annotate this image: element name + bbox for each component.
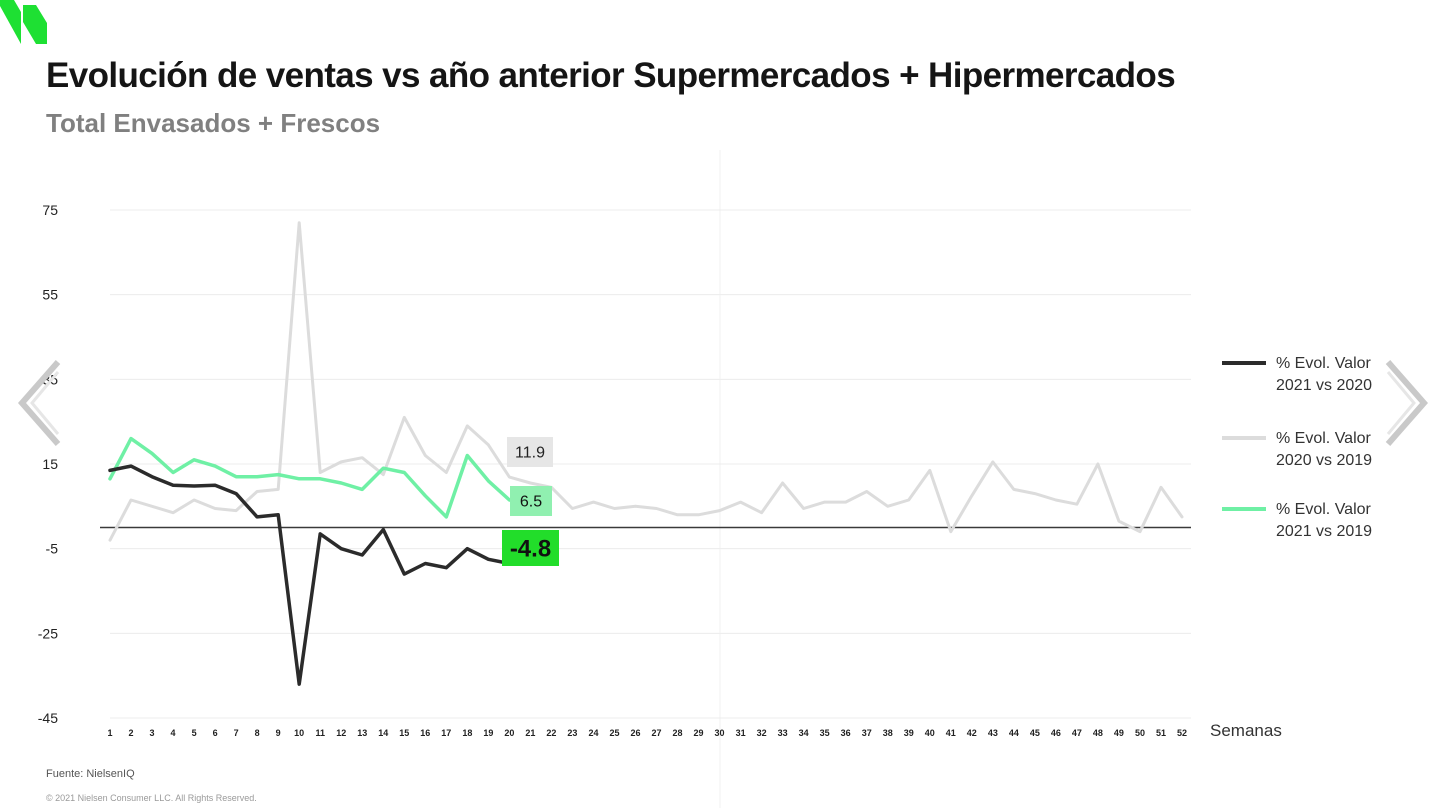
- page-title: Evolución de ventas vs año anterior Supe…: [46, 56, 1176, 95]
- x-tick-label: 45: [1030, 728, 1040, 738]
- x-tick-label: 29: [694, 728, 704, 738]
- series-line-3: [108, 436, 512, 519]
- x-tick-label: 21: [525, 728, 535, 738]
- x-tick-label: 41: [946, 728, 956, 738]
- x-tick-label: 17: [441, 728, 451, 738]
- x-tick-label: 27: [652, 728, 662, 738]
- x-tick-label: 7: [234, 728, 239, 738]
- y-tick-label: 75: [42, 202, 58, 218]
- y-tick-label: -45: [38, 710, 58, 726]
- brand-logo-icon: [0, 0, 47, 44]
- x-tick-label: 1: [107, 728, 112, 738]
- legend-label: % Evol. Valor 2021 vs 2019: [1276, 501, 1372, 540]
- y-tick-label: 15: [42, 456, 58, 472]
- x-tick-label: 36: [841, 728, 851, 738]
- x-tick-label: 30: [715, 728, 725, 738]
- data-label-box: [510, 486, 552, 516]
- chart-data-labels: 11.9 6.5 -4.8: [502, 437, 559, 566]
- x-tick-label: 15: [399, 728, 409, 738]
- data-label-box: [502, 530, 559, 566]
- x-tick-label: 40: [925, 728, 935, 738]
- legend-label: % Evol. Valor 2020 vs 2019: [1276, 430, 1372, 469]
- x-tick-label: 35: [820, 728, 830, 738]
- legend-label: % Evol. Valor 2021 vs 2020: [1276, 355, 1372, 394]
- x-tick-label: 6: [213, 728, 218, 738]
- x-tick-label: 39: [904, 728, 914, 738]
- chevron-right-icon[interactable]: [1380, 358, 1432, 448]
- x-tick-label: 25: [609, 728, 619, 738]
- x-tick-label: 38: [883, 728, 893, 738]
- chart-legend: % Evol. Valor 2021 vs 2020 % Evol. Valor 20…: [1222, 355, 1372, 540]
- x-tick-label: 11: [315, 728, 325, 738]
- x-tick-label: 9: [276, 728, 281, 738]
- x-tick-label: 48: [1093, 728, 1103, 738]
- series-line-2: [108, 221, 1184, 542]
- x-tick-label: 33: [778, 728, 788, 738]
- x-tick-label: 28: [673, 728, 683, 738]
- chart-series: [108, 221, 1184, 686]
- x-tick-label: 26: [630, 728, 640, 738]
- x-tick-label: 18: [462, 728, 472, 738]
- data-label-box: [507, 437, 553, 467]
- data-label: -4.8: [510, 535, 551, 562]
- x-tick-label: 20: [504, 728, 514, 738]
- x-tick-label: 34: [799, 728, 809, 738]
- x-tick-label: 16: [420, 728, 430, 738]
- x-tick-label: 24: [588, 728, 598, 738]
- y-tick-label: -25: [38, 625, 58, 641]
- x-tick-label: 50: [1135, 728, 1145, 738]
- y-tick-label: -5: [46, 541, 59, 557]
- x-tick-label: 22: [546, 728, 556, 738]
- x-tick-label: 5: [192, 728, 197, 738]
- x-tick-label: 3: [150, 728, 155, 738]
- page-subtitle: Total Envasados + Frescos: [46, 108, 381, 138]
- data-label: 6.5: [520, 494, 542, 511]
- x-axis-title: Semanas: [1210, 721, 1282, 740]
- x-tick-label: 10: [294, 728, 304, 738]
- x-axis-ticks: 1 2 3 4 5 6 7 8 9 10 11 12 13 14 15 16 17 18 19 20 21 22 23 24 2…: [107, 728, 1187, 738]
- series-line-1: [108, 464, 512, 686]
- chevron-left-icon[interactable]: [14, 358, 66, 448]
- x-tick-label: 14: [378, 728, 388, 738]
- x-tick-label: 2: [129, 728, 134, 738]
- data-label: 11.9: [515, 445, 545, 462]
- x-tick-label: 42: [967, 728, 977, 738]
- x-tick-label: 8: [255, 728, 260, 738]
- footer-copyright: © 2021 Nielsen Consumer LLC. All Rights …: [46, 793, 257, 803]
- x-tick-label: 37: [862, 728, 872, 738]
- x-tick-label: 4: [171, 728, 176, 738]
- y-tick-label: 55: [42, 287, 58, 303]
- x-tick-label: 52: [1177, 728, 1187, 738]
- x-tick-label: 13: [357, 728, 367, 738]
- x-tick-label: 12: [336, 728, 346, 738]
- x-tick-label: 32: [757, 728, 767, 738]
- x-tick-label: 46: [1051, 728, 1061, 738]
- x-tick-label: 43: [988, 728, 998, 738]
- x-tick-label: 44: [1009, 728, 1019, 738]
- x-tick-label: 47: [1072, 728, 1082, 738]
- x-tick-label: 23: [567, 728, 577, 738]
- x-tick-label: 51: [1156, 728, 1166, 738]
- chart-grid: [110, 209, 1191, 719]
- x-tick-label: 31: [736, 728, 746, 738]
- footer-source: Fuente: NielsenIQ: [46, 768, 135, 780]
- x-tick-label: 19: [483, 728, 493, 738]
- x-tick-label: 49: [1114, 728, 1124, 738]
